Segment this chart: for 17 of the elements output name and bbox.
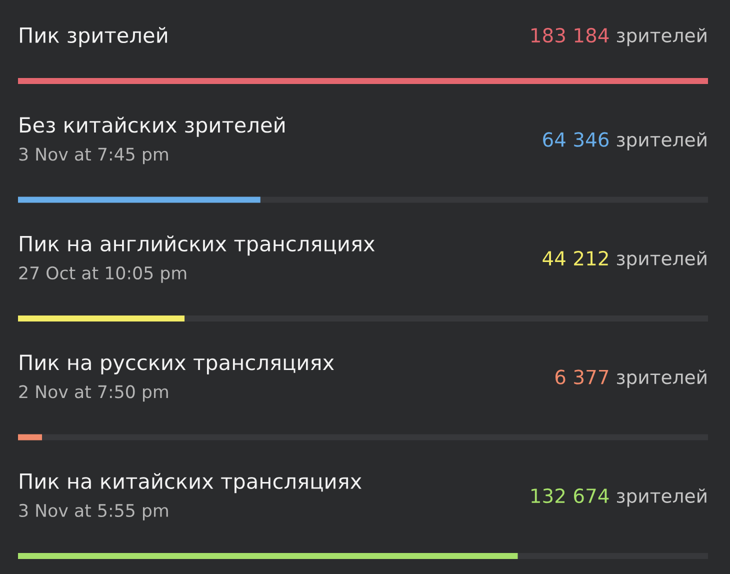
text: зрителей bbox=[616, 251, 706, 270]
y-tick-label: Пик на русских трансляциях 2 Nov at 7:50 pm bbox=[19, 354, 334, 402]
x-axis-title: зрителей bbox=[616, 28, 706, 46]
text: зрителей bbox=[616, 488, 706, 507]
data-label: 64 346 bbox=[543, 132, 609, 147]
data-label: 44 212 bbox=[542, 250, 608, 266]
text: зрителей bbox=[616, 370, 706, 388]
bar bbox=[18, 316, 185, 322]
data-label: 183 184 bbox=[532, 28, 609, 43]
data-label: 6 377 bbox=[555, 370, 608, 384]
bar bbox=[18, 434, 42, 440]
y-tick-label: Пик зрителей bbox=[20, 27, 167, 48]
y-tick-label: Без китайских зрителей 3 Nov at 7:45 pm bbox=[19, 116, 284, 164]
data-label: 132 674 bbox=[532, 488, 609, 504]
y-tick-label: Пик на английских трансляциях 27 Oct at 10:05 pm bbox=[19, 236, 375, 283]
y-tick-label: Пик на китайских трансляциях 3 Nov at 5:55 pm bbox=[19, 473, 362, 520]
text: зрителей bbox=[616, 132, 706, 150]
